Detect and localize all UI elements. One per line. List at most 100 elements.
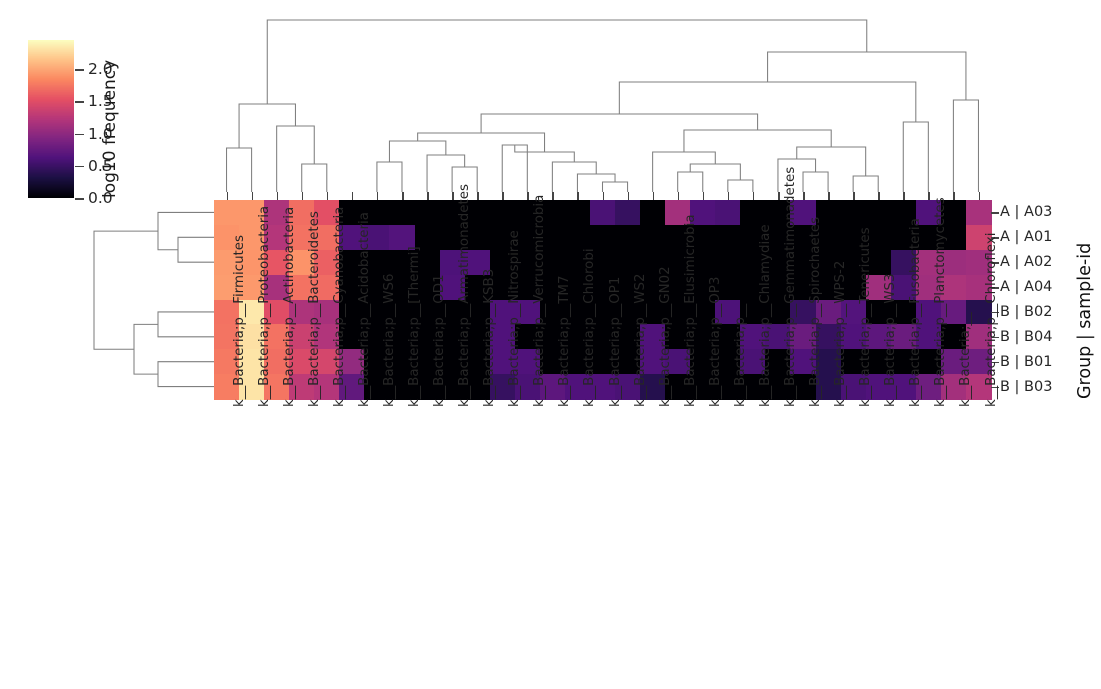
heatmap-cell <box>464 274 491 301</box>
colorbar-tick-label: 0.0 <box>88 189 113 207</box>
heatmap-cell <box>514 299 541 325</box>
heatmap-cell <box>715 200 741 226</box>
column-tick <box>928 192 930 200</box>
heatmap-cell <box>264 249 290 276</box>
dendrogram-link <box>388 140 447 162</box>
heatmap-cell <box>314 374 340 400</box>
column-tick <box>251 192 254 200</box>
colorbar-tick-label: 0.5 <box>88 156 113 175</box>
heatmap-cell <box>940 299 967 325</box>
heatmap-cell <box>765 200 792 226</box>
heatmap-cell <box>264 299 290 325</box>
row-label: B | B04 <box>1000 328 1053 345</box>
heatmap-cell <box>289 224 315 251</box>
column-label: k__Bacteria;p__OP3 <box>707 276 723 407</box>
heatmap-cell <box>840 299 867 325</box>
heatmap-cell <box>214 274 240 301</box>
heatmap-cell <box>940 374 967 400</box>
heatmap-cell <box>414 324 441 350</box>
column-tick <box>376 192 379 200</box>
column-tick <box>903 192 905 200</box>
column-label: k__Bacteria;p__GN02 <box>657 266 673 407</box>
heatmap-cell <box>815 374 842 400</box>
heatmap-cell <box>439 274 466 301</box>
dendrogram-link <box>551 161 597 192</box>
heatmap-cell <box>314 200 340 226</box>
dendrogram-link <box>157 311 214 338</box>
heatmap-cell <box>564 349 591 375</box>
heatmap-cell <box>840 200 867 226</box>
heatmap-cell <box>364 274 391 301</box>
heatmap-cell <box>615 374 641 400</box>
heatmap-cell <box>715 274 741 301</box>
heatmap-cell <box>665 200 691 226</box>
heatmap-cell <box>690 324 716 350</box>
heatmap-cell <box>589 200 616 226</box>
heatmap-cell <box>790 200 817 226</box>
heatmap-cell <box>414 274 441 301</box>
heatmap-cell <box>339 249 365 276</box>
heatmap-cell <box>439 224 466 251</box>
column-tick <box>326 192 329 200</box>
heatmap-cell <box>665 224 691 251</box>
dendrogram-link <box>683 129 832 152</box>
heatmap-cell <box>214 324 240 350</box>
heatmap-cell <box>890 324 917 350</box>
dendrogram-link <box>133 323 158 375</box>
heatmap-cell <box>289 249 315 276</box>
column-label: k__Bacteria;p__Chloroflexi <box>983 232 999 407</box>
heatmap-cell <box>514 249 541 276</box>
heatmap-cell <box>264 224 290 251</box>
heatmap-cell <box>289 349 315 375</box>
heatmap-cell <box>790 324 817 350</box>
heatmap-cell <box>564 224 591 251</box>
heatmap-cell <box>414 374 441 400</box>
column-tick <box>828 192 830 200</box>
heatmap-cell <box>489 249 516 276</box>
heatmap-cell <box>539 274 566 301</box>
heatmap-cell <box>239 274 265 301</box>
heatmap-cell <box>665 324 691 350</box>
heatmap-cell <box>364 224 391 251</box>
heatmap-cell <box>414 349 441 375</box>
heatmap-cell <box>890 274 917 301</box>
heatmap-cell <box>464 249 491 276</box>
column-tick <box>727 192 730 200</box>
column-tick <box>652 192 655 200</box>
heatmap-cell <box>314 299 340 325</box>
row-label: A | A02 <box>1000 254 1053 271</box>
column-label: k__Bacteria;p__WS2 <box>632 273 648 407</box>
colorbar-title: log10 frequency <box>100 59 120 198</box>
column-tick <box>402 192 404 200</box>
heatmap-cell <box>690 299 716 325</box>
heatmap-cell <box>339 324 365 350</box>
row-tick <box>991 212 999 214</box>
heatmap-cell <box>514 374 541 400</box>
heatmap-cell <box>815 200 842 226</box>
heatmap-cell <box>640 299 666 325</box>
heatmap-cell <box>940 224 967 251</box>
heatmap-cell <box>965 324 992 350</box>
heatmap-cell <box>865 299 892 325</box>
heatmap-cell <box>615 224 641 251</box>
heatmap-cell <box>665 374 691 400</box>
heatmap-cell <box>815 274 842 301</box>
column-tick <box>752 192 755 200</box>
column-label: k__Bacteria;p__Planctomycetes <box>933 197 949 407</box>
heatmap-cell <box>239 299 265 325</box>
heatmap-cell <box>640 349 666 375</box>
column-label: k__Bacteria;p__WS3 <box>883 273 899 407</box>
colorbar-tick-label: 2.0 <box>88 60 113 78</box>
column-tick <box>778 192 780 200</box>
heatmap-cell <box>464 349 491 375</box>
heatmap-cell <box>615 349 641 375</box>
row-tick <box>991 336 999 339</box>
heatmap-cell <box>665 274 691 301</box>
heatmap-cell <box>640 374 666 400</box>
column-tick <box>602 192 604 200</box>
column-label: k__Bacteria;p__Proteobacteria <box>256 205 272 407</box>
heatmap-cell <box>489 374 516 400</box>
column-tick <box>702 192 705 200</box>
column-tick <box>301 192 304 200</box>
heatmap-cell <box>965 249 992 276</box>
